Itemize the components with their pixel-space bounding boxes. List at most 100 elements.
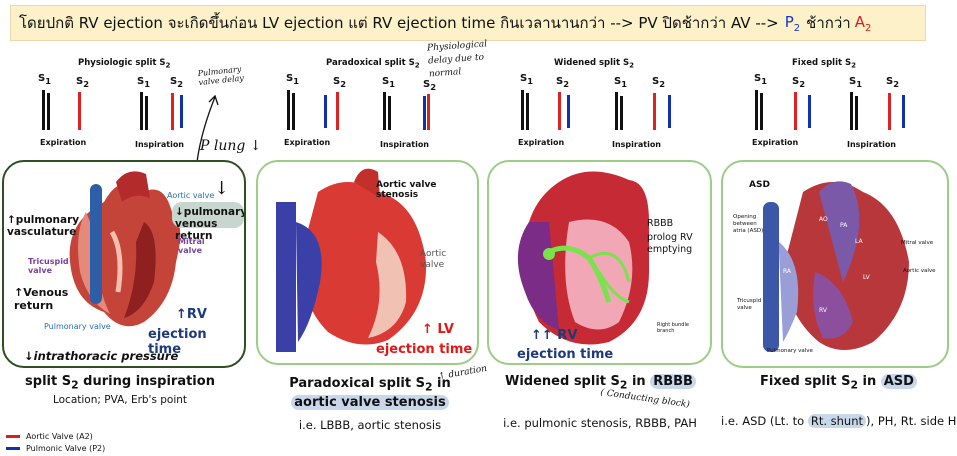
s1-bar xyxy=(383,92,386,130)
a2-bar xyxy=(336,92,339,130)
p2-bar xyxy=(668,95,671,128)
s1-bar xyxy=(292,93,295,130)
p4-rv: RV xyxy=(819,307,827,314)
a2-bar xyxy=(794,92,797,130)
s2-label: S2 xyxy=(423,79,436,92)
p1-tricuspid-valve: Tricuspid valve xyxy=(28,257,69,275)
expiration-label: Expiration xyxy=(40,138,87,147)
caption-2-note: i.e. LBBB, aortic stenosis xyxy=(298,418,442,432)
p1-highlight xyxy=(172,202,244,228)
p2-bar xyxy=(423,96,426,130)
plot-title-fixed: Fixed split S2 xyxy=(792,58,857,70)
s2-label: S2 xyxy=(652,76,665,89)
plot-title-widened: Widened split S2 xyxy=(554,58,635,70)
p1-ejection-time: ejection time xyxy=(148,327,207,357)
s1-bar xyxy=(145,96,148,130)
hand-physio-delay: Physiological delay due to normal xyxy=(426,39,488,80)
a2-bar xyxy=(653,93,656,130)
legend-aortic: Aortic Valve (A2) xyxy=(6,432,93,441)
caption-3-note: i.e. pulmonic stenosis, RBBB, PAH xyxy=(503,416,697,430)
inspiration-label: Inspiration xyxy=(380,140,430,149)
header-banner: โดยปกติ RV ejection จะเกิดขึ้นก่อน LV ej… xyxy=(10,5,926,41)
p1-rv: ↑RV xyxy=(176,307,207,322)
hand-pulm-valve-delay: Pulmonary valve delay xyxy=(197,64,245,88)
caption-2: Paradoxical split S2 in xyxy=(289,376,451,394)
inspiration-label: Inspiration xyxy=(847,140,897,149)
p3-prolog: prolog RV emptying xyxy=(647,232,693,255)
expiration-label: Expiration xyxy=(752,138,799,147)
p4-aortic: Aortic valve xyxy=(903,268,936,274)
panel-asd: ASD Opening between atria (ASD) AO PA LA… xyxy=(721,160,949,368)
s1-bar xyxy=(388,96,391,130)
p4-asd: ASD xyxy=(749,180,770,190)
a2-bar xyxy=(427,94,430,130)
s1-bar xyxy=(755,90,758,130)
p4-la: LA xyxy=(855,238,863,245)
hand-arrow-up-icon xyxy=(196,94,219,163)
p3-right-bundle: Right bundle branch xyxy=(657,322,689,334)
caption-1: split S2 during inspiration xyxy=(25,374,215,392)
plot-title-physiologic: Physiologic split S2 xyxy=(78,58,171,70)
inspiration-label: Inspiration xyxy=(612,140,662,149)
p3-rv: ↑↑ RV xyxy=(531,328,578,343)
p4-mitral: Mitral valve xyxy=(901,240,934,246)
p4-opening: Opening between atria (ASD) xyxy=(733,214,764,234)
s1-bar xyxy=(287,90,290,130)
p4-pa: PA xyxy=(840,222,848,229)
header-middle: ช้ากว่า xyxy=(806,14,851,32)
s1-label: S1 xyxy=(382,76,395,89)
p3-rbbb: RBBB xyxy=(647,218,674,229)
p2-lv: ↑ LV xyxy=(422,322,454,337)
s1-label: S1 xyxy=(520,73,533,86)
s1-bar xyxy=(615,92,618,130)
s2-label: S2 xyxy=(886,76,899,89)
legend-aortic-swatch xyxy=(6,435,20,438)
legend-pulmonic-swatch xyxy=(6,447,20,450)
p4-ao: AO xyxy=(819,216,828,223)
s1-bar xyxy=(850,92,853,130)
heart-conduction-icon xyxy=(517,171,649,345)
s1-bar xyxy=(620,96,623,130)
p4-ra: RA xyxy=(783,268,792,275)
a2-bar xyxy=(888,93,891,130)
legend-pulmonic: Pulmonic Valve (P2) xyxy=(6,444,105,453)
panel-rbbb: RBBB prolog RV emptying Right bundle bra… xyxy=(487,160,712,365)
s1-label: S1 xyxy=(38,73,51,86)
s1-label: S1 xyxy=(754,73,767,86)
s2-label: S2 xyxy=(556,76,569,89)
s1-label: S1 xyxy=(849,76,862,89)
s1-bar xyxy=(855,96,858,130)
hand-down-arrow: ↓ xyxy=(214,178,230,199)
s1-bar xyxy=(47,93,50,130)
p1-pulmonary-valve: Pulmonary valve xyxy=(44,322,111,331)
hand-duration: ↑ duration xyxy=(437,363,488,383)
heart-asd-icon xyxy=(763,181,909,352)
p1-venous-return: ↑Venous return xyxy=(14,286,69,312)
panel-inspiration: Aortic valve ↑pulmonary vasculature ↓pul… xyxy=(2,160,246,368)
caption-4: Fixed split S2 in ASD xyxy=(760,374,917,392)
s1-label: S1 xyxy=(137,76,150,89)
s1-label: S1 xyxy=(286,73,299,86)
s1-bar xyxy=(140,92,143,130)
p3-ejection-time: ejection time xyxy=(517,347,614,362)
p1-mitral-valve: Mitral valve xyxy=(178,237,205,255)
p2-bar xyxy=(180,95,183,128)
p2-ejection-time: ejection time xyxy=(376,342,473,357)
p4-lv: LV xyxy=(863,274,870,281)
caption-2-line2: aortic valve stenosis xyxy=(290,395,450,410)
header-p2: P2 xyxy=(784,12,801,34)
s2-label: S2 xyxy=(333,76,346,89)
p2-aortic-valve: Aortic valve xyxy=(420,249,447,270)
caption-4-note: i.e. ASD (Lt. to Rt. shunt), PH, Rt. sid… xyxy=(721,414,957,428)
p1-aortic-valve: Aortic valve xyxy=(167,191,215,200)
s1-bar xyxy=(760,93,763,130)
s1-label: S1 xyxy=(614,76,627,89)
caption-3: Widened split S2 in RBBB xyxy=(505,374,696,392)
a2-bar xyxy=(558,92,561,130)
header-thai-text: โดยปกติ RV ejection จะเกิดขึ้นก่อน LV ej… xyxy=(19,14,779,32)
p2-aortic-stenosis: Aortic valve stenosis xyxy=(376,180,437,200)
heart-stenosis-icon xyxy=(276,168,427,352)
s1-bar xyxy=(42,90,45,130)
p2-bar xyxy=(808,95,811,128)
plot-title-paradoxical: Paradoxical split S2 xyxy=(326,58,420,70)
